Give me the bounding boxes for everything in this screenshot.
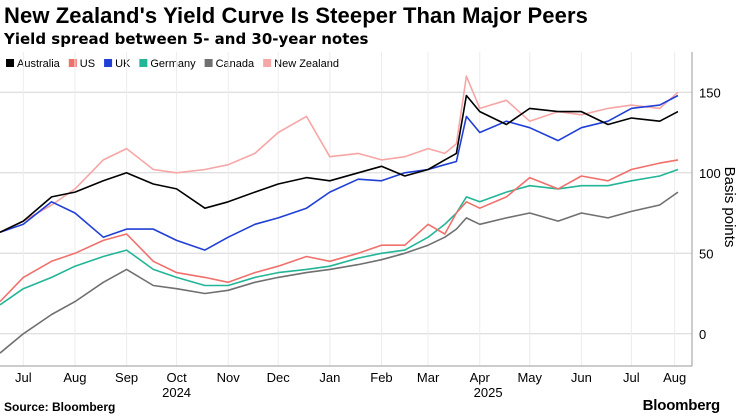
x-tick-label: Sep bbox=[115, 370, 138, 385]
x-tick-label: Apr bbox=[470, 370, 491, 385]
legend-item-canada: Canada bbox=[204, 58, 255, 70]
chart-gridlines bbox=[0, 52, 692, 366]
legend-label: New Zealand bbox=[274, 58, 339, 70]
y-tick-label: 0 bbox=[699, 327, 706, 342]
chart-title: New Zealand's Yield Curve Is Steeper Tha… bbox=[4, 3, 588, 28]
series-line-australia bbox=[0, 94, 679, 234]
legend-label: Canada bbox=[216, 58, 255, 70]
x-tick-label: Nov bbox=[217, 370, 241, 385]
chart-series-lines bbox=[0, 75, 679, 354]
legend-swatch bbox=[204, 59, 213, 67]
x-year-label: 2025 bbox=[474, 385, 503, 400]
legend-label: US bbox=[80, 58, 95, 70]
legend-label: Germany bbox=[150, 58, 196, 70]
chart-subtitle: Yield spread between 5- and 30-year note… bbox=[4, 30, 369, 48]
legend-item-australia: Australia bbox=[6, 58, 61, 70]
series-line-canada bbox=[0, 191, 679, 354]
x-tick-label: Oct bbox=[166, 370, 187, 385]
source-note: Source: Bloomberg bbox=[4, 400, 116, 414]
x-tick-label: Jul bbox=[15, 370, 32, 385]
series-line-germany bbox=[0, 168, 679, 306]
legend-swatch bbox=[139, 59, 148, 67]
legend-item-germany: Germany bbox=[139, 58, 196, 70]
x-tick-label: Feb bbox=[370, 370, 392, 385]
legend-swatch bbox=[263, 59, 272, 67]
y-axis: 0 50 100 150 bbox=[691, 52, 721, 366]
legend-swatch bbox=[6, 59, 14, 67]
series-line-new-zealand bbox=[0, 75, 679, 234]
legend-swatch bbox=[68, 59, 77, 67]
x-tick-label: Jan bbox=[319, 370, 340, 385]
x-tick-label: Jul bbox=[623, 370, 640, 385]
x-tick-label: Mar bbox=[417, 370, 440, 385]
x-axis: Jul Aug Sep Oct Nov Dec Jan Feb Mar Apr May Jun Jul A… bbox=[0, 365, 692, 400]
legend-label: Australia bbox=[17, 58, 61, 70]
y-tick-label: 100 bbox=[699, 166, 721, 181]
x-year-label: 2024 bbox=[162, 385, 191, 400]
legend-swatch bbox=[104, 59, 113, 67]
brand-logo: Bloomberg bbox=[642, 397, 721, 414]
series-line-us bbox=[0, 159, 679, 303]
series-line-uk bbox=[0, 94, 679, 251]
x-tick-label: Aug bbox=[663, 370, 686, 385]
x-tick-label: May bbox=[517, 370, 542, 385]
y-tick-label: 50 bbox=[699, 246, 713, 261]
legend-item-us: US bbox=[68, 58, 95, 70]
y-axis-label: Basis points bbox=[721, 167, 738, 248]
x-tick-label: Jun bbox=[571, 370, 592, 385]
y-tick-label: 150 bbox=[699, 85, 721, 100]
legend-label: UK bbox=[115, 58, 131, 70]
x-tick-label: Dec bbox=[267, 370, 291, 385]
legend-item-new-zealand: New Zealand bbox=[263, 58, 339, 70]
chart-legend: Australia US UK Germany Canada New Zealand bbox=[6, 58, 339, 70]
x-tick-label: Aug bbox=[63, 370, 86, 385]
